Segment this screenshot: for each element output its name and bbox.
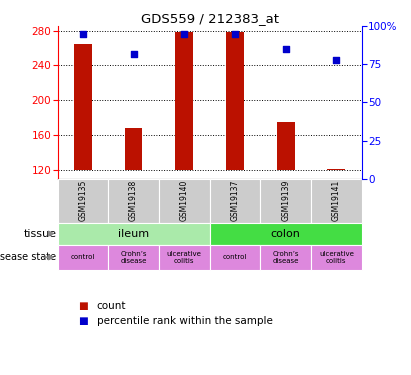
Point (80, 31, 86, 37)
Point (181, 31, 187, 37)
Bar (74, 44, 92, 170)
Point (282, 46, 289, 52)
Bar (226, 32, 244, 170)
Text: ileum: ileum (118, 229, 149, 238)
Text: percentile rank within the sample: percentile rank within the sample (97, 316, 272, 326)
Text: GSM19139: GSM19139 (281, 180, 290, 221)
Text: GSM19137: GSM19137 (231, 180, 240, 221)
Bar (58, 244, 108, 270)
Bar (108, 178, 159, 223)
Bar (210, 223, 362, 245)
Text: GSM19141: GSM19141 (332, 180, 341, 221)
Bar (210, 244, 260, 270)
Bar (311, 244, 362, 270)
Text: GSM19135: GSM19135 (79, 180, 88, 221)
Text: colon: colon (271, 229, 300, 238)
Bar (328, 169, 345, 170)
Bar (260, 244, 311, 270)
Text: control: control (71, 254, 95, 260)
Text: Crohn’s
disease: Crohn’s disease (120, 251, 147, 264)
Text: tissue: tissue (23, 229, 57, 238)
Text: ulcerative
colitis: ulcerative colitis (167, 251, 202, 264)
Point (232, 31, 238, 37)
Bar (210, 178, 260, 223)
Bar (58, 223, 210, 245)
Text: count: count (97, 301, 126, 310)
Bar (175, 32, 193, 170)
Title: GDS559 / 212383_at: GDS559 / 212383_at (141, 12, 279, 25)
Bar (159, 178, 210, 223)
Bar (58, 178, 108, 223)
Point (333, 57, 339, 63)
Bar (260, 178, 311, 223)
Text: ■: ■ (78, 316, 88, 326)
Text: Crohn’s
disease: Crohn’s disease (272, 251, 299, 264)
Text: GSM19138: GSM19138 (129, 180, 138, 221)
Bar (311, 178, 362, 223)
Text: GSM19140: GSM19140 (180, 180, 189, 221)
Point (130, 51, 137, 57)
Text: control: control (223, 254, 247, 260)
Bar (159, 244, 210, 270)
Text: ulcerative
colitis: ulcerative colitis (319, 251, 354, 264)
Bar (125, 128, 143, 170)
Bar (108, 244, 159, 270)
Text: ■: ■ (78, 301, 88, 310)
Text: disease state: disease state (0, 252, 57, 262)
Bar (277, 122, 295, 170)
